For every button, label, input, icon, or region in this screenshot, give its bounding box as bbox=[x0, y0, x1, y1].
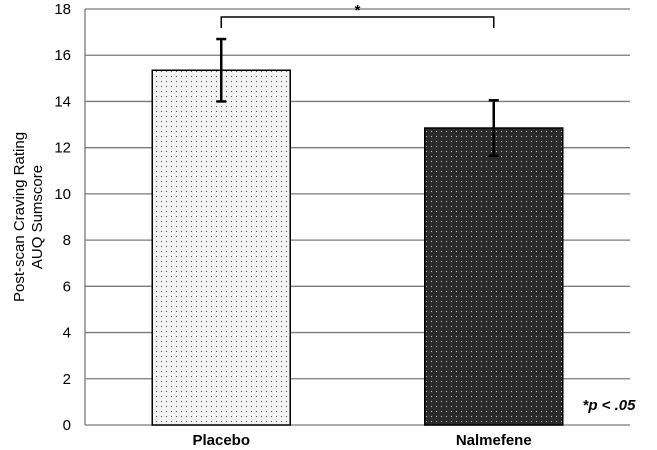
bar-nalmefene bbox=[424, 127, 564, 426]
y-tick-label: 18 bbox=[54, 1, 71, 18]
y-tick-label: 8 bbox=[63, 232, 71, 249]
significance-bracket: * bbox=[220, 2, 495, 28]
error-bars bbox=[216, 37, 499, 158]
x-tick-label: Placebo bbox=[192, 432, 250, 449]
y-axis-label: Post-scan Craving RatingAUQ Sumscore bbox=[11, 132, 46, 302]
y-tick-label: 10 bbox=[54, 186, 71, 203]
y-axis-label-line: AUQ Sumscore bbox=[29, 165, 46, 269]
bars bbox=[151, 69, 564, 426]
significance-bracket-line bbox=[220, 16, 495, 28]
y-tick-label: 0 bbox=[63, 417, 71, 434]
y-tick-label: 14 bbox=[54, 93, 71, 110]
y-tick-label: 2 bbox=[63, 371, 71, 388]
significance-note: *p < .05 bbox=[583, 397, 637, 414]
x-tick-label: Nalmefene bbox=[456, 432, 532, 449]
y-tick-labels: 0 2 4 6 8 10 12 14 16 18 bbox=[54, 1, 71, 434]
y-tick-label: 12 bbox=[54, 140, 71, 157]
bar-placebo bbox=[151, 69, 291, 426]
y-tick-label: 16 bbox=[54, 47, 71, 64]
y-axis-label-line: Post-scan Craving Rating bbox=[11, 132, 28, 302]
y-tick-label: 6 bbox=[63, 278, 71, 295]
x-tick-labels: Placebo Nalmefene bbox=[192, 432, 531, 449]
significance-star: * bbox=[355, 2, 361, 19]
y-tick-label: 4 bbox=[63, 325, 71, 342]
